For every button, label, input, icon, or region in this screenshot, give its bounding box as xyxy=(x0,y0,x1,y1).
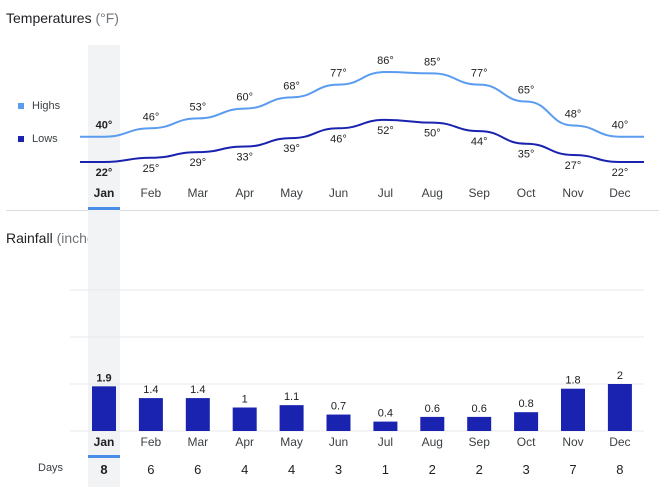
rain-value-label-jul: 0.4 xyxy=(378,408,393,420)
temp-label-lows-nov: 27° xyxy=(565,160,582,172)
temp-label-lows-jan: 22° xyxy=(96,167,113,179)
rain-value-label-sep: 0.6 xyxy=(472,403,487,415)
temp-month-label-feb: Feb xyxy=(141,186,162,200)
temp-label-lows-apr: 33° xyxy=(236,152,253,164)
temp-label-highs-nov: 48° xyxy=(565,108,582,120)
legend-highs-label: Highs xyxy=(32,100,61,112)
rainy-days-may: 4 xyxy=(288,462,295,477)
temp-month-label-jan: Jan xyxy=(94,186,115,200)
legend-highs: Highs xyxy=(18,100,60,112)
rain-value-label-may: 1.1 xyxy=(284,391,299,403)
temp-line-lows xyxy=(80,118,644,163)
rain-bar-sep xyxy=(467,416,492,431)
rainy-days-dec: 8 xyxy=(616,462,623,477)
rain-month-label-sep: Sep xyxy=(469,435,491,449)
rain-month-label-feb: Feb xyxy=(141,435,162,449)
rain-bar-jun xyxy=(326,414,351,431)
rain-selected-underline xyxy=(88,455,120,458)
rain-bar-oct xyxy=(514,412,539,431)
rain-month-label-aug: Aug xyxy=(422,435,443,449)
rainy-days-jul: 1 xyxy=(382,462,389,477)
temp-label-lows-jul: 52° xyxy=(377,125,394,137)
temp-label-lows-aug: 50° xyxy=(424,128,441,140)
rain-month-label-jun: Jun xyxy=(329,435,348,449)
temp-label-highs-aug: 85° xyxy=(424,56,441,68)
legend-lows: Lows xyxy=(18,133,58,145)
rainy-days-sep: 2 xyxy=(476,462,483,477)
rain-bar-jan xyxy=(92,386,116,431)
temp-label-lows-may: 39° xyxy=(283,143,300,155)
temp-label-highs-may: 68° xyxy=(283,80,300,92)
rain-bar-mar xyxy=(185,398,210,431)
rainy-days-jan: 8 xyxy=(100,462,107,477)
temp-label-highs-mar: 53° xyxy=(189,101,206,113)
rain-value-label-aug: 0.6 xyxy=(425,403,440,415)
rain-bar-aug xyxy=(420,416,445,431)
rain-month-label-may: May xyxy=(280,435,303,449)
temp-label-lows-dec: 22° xyxy=(612,167,629,179)
rain-bar-feb xyxy=(138,398,163,431)
rain-bar-jul xyxy=(373,421,398,431)
temp-label-lows-feb: 25° xyxy=(143,163,160,175)
temp-label-lows-jun: 46° xyxy=(330,133,347,145)
rain-bar-dec xyxy=(607,384,632,431)
temp-month-label-dec: Dec xyxy=(609,186,630,200)
temp-label-highs-jun: 77° xyxy=(330,68,347,80)
rain-month-label-nov: Nov xyxy=(562,435,583,449)
rainy-days-jun: 3 xyxy=(335,462,342,477)
rain-month-label-jan: Jan xyxy=(94,435,115,449)
temp-month-label-oct: Oct xyxy=(517,186,536,200)
temp-selected-underline xyxy=(88,207,120,210)
temp-line-highs xyxy=(80,70,644,138)
temp-month-label-apr: Apr xyxy=(235,186,254,200)
temp-label-lows-oct: 35° xyxy=(518,149,535,161)
legend-highs-swatch xyxy=(18,103,24,109)
rainy-days-apr: 4 xyxy=(241,462,248,477)
temp-month-label-jul: Jul xyxy=(378,186,393,200)
legend-lows-swatch xyxy=(18,136,24,142)
rain-value-label-dec: 2 xyxy=(617,370,623,382)
rain-value-label-feb: 1.4 xyxy=(143,384,158,396)
temp-label-highs-oct: 65° xyxy=(518,85,535,97)
temp-month-label-nov: Nov xyxy=(562,186,583,200)
temp-month-label-sep: Sep xyxy=(469,186,491,200)
rainy-days-oct: 3 xyxy=(522,462,529,477)
rain-value-label-mar: 1.4 xyxy=(190,384,205,396)
days-row-label: Days xyxy=(38,462,64,474)
rainy-days-feb: 6 xyxy=(147,462,154,477)
rain-month-label-oct: Oct xyxy=(517,435,536,449)
rain-value-label-apr: 1 xyxy=(242,394,248,406)
temp-month-label-aug: Aug xyxy=(422,186,443,200)
temp-month-label-mar: Mar xyxy=(187,186,208,200)
temp-label-highs-jan: 40° xyxy=(96,120,113,132)
temp-label-highs-apr: 60° xyxy=(236,92,253,104)
rain-bar-apr xyxy=(232,407,257,431)
rain-month-label-apr: Apr xyxy=(235,435,254,449)
rain-month-label-jul: Jul xyxy=(378,435,393,449)
rain-bar-may xyxy=(279,405,304,431)
rain-bar-nov xyxy=(561,388,585,431)
temp-label-highs-jul: 86° xyxy=(377,55,394,67)
temp-label-lows-sep: 44° xyxy=(471,136,488,148)
temp-month-label-jun: Jun xyxy=(329,186,348,200)
temp-month-label-may: May xyxy=(280,186,303,200)
legend-lows-label: Lows xyxy=(32,133,58,145)
rain-month-label-mar: Mar xyxy=(187,435,208,449)
temp-label-highs-dec: 40° xyxy=(612,120,629,132)
section-divider xyxy=(6,210,659,211)
rainy-days-aug: 2 xyxy=(429,462,436,477)
temperatures-title: Temperatures (°F) xyxy=(6,10,119,26)
temp-label-lows-mar: 29° xyxy=(189,157,206,169)
rain-value-label-jun: 0.7 xyxy=(331,401,346,413)
rainy-days-nov: 7 xyxy=(569,462,576,477)
rain-value-label-nov: 1.8 xyxy=(565,375,580,387)
temp-label-highs-sep: 77° xyxy=(471,68,488,80)
rain-value-label-oct: 0.8 xyxy=(518,398,533,410)
rain-value-label-jan: 1.9 xyxy=(96,372,111,384)
rainy-days-mar: 6 xyxy=(194,462,201,477)
rain-month-label-dec: Dec xyxy=(609,435,630,449)
temp-label-highs-feb: 46° xyxy=(143,111,160,123)
